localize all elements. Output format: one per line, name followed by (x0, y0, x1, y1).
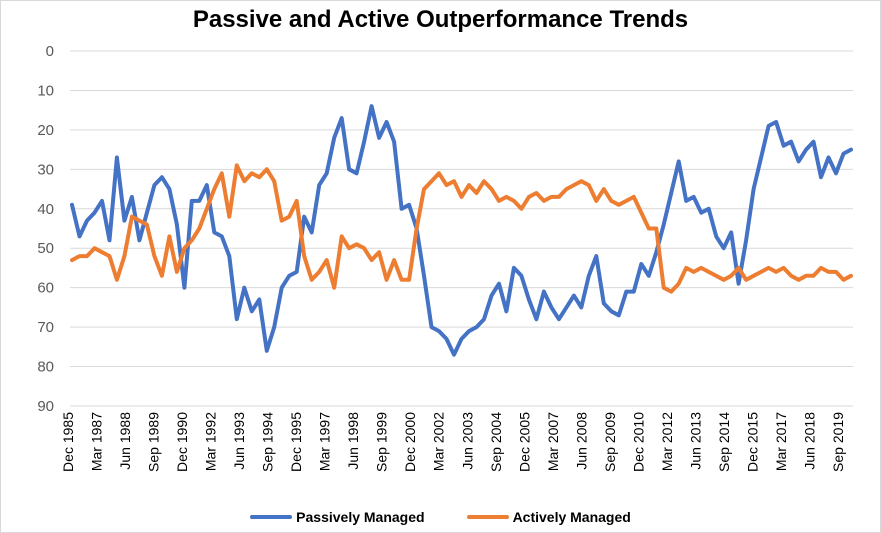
y-tick-label: 80 (37, 359, 54, 376)
x-tick-label: Jun 2013 (687, 412, 703, 470)
x-tick-label: Mar 1987 (89, 412, 105, 471)
legend-swatch-active (466, 515, 509, 519)
y-tick-label: 70 (37, 319, 54, 336)
x-tick-label: Sep 1989 (146, 412, 162, 472)
legend-label-passive: Passively Managed (296, 509, 425, 525)
x-tick-label: Mar 2017 (773, 412, 789, 471)
y-tick-label: 50 (37, 240, 54, 257)
x-tick-label: Dec 2005 (516, 412, 532, 472)
y-tick-label: 10 (37, 82, 54, 99)
x-tick-label: Jun 1988 (117, 412, 133, 470)
x-tick-label: Jun 2008 (573, 412, 589, 470)
x-tick-label: Jun 1998 (345, 412, 361, 470)
series-line-passive (70, 104, 853, 357)
gridlines (70, 50, 853, 407)
x-tick-label: Dec 2010 (630, 412, 646, 472)
legend-item-active: Actively Managed (466, 509, 631, 525)
x-tick-label: Dec 1985 (60, 412, 76, 472)
x-tick-label: Sep 2009 (602, 412, 618, 472)
y-tick-label: 90 (37, 398, 54, 415)
y-tick-label: 0 (46, 43, 54, 60)
x-tick-label: Jun 2018 (801, 412, 817, 470)
x-tick-label: Mar 2002 (431, 412, 447, 471)
x-tick-label: Sep 2019 (830, 412, 846, 472)
x-tick-label: Sep 2014 (716, 412, 732, 472)
x-tick-label: Sep 1999 (374, 412, 390, 472)
x-tick-label: Dec 2000 (402, 412, 418, 472)
y-tick-label: 60 (37, 280, 54, 297)
x-tick-label: Jun 2003 (459, 412, 475, 470)
legend: Passively Managed Actively Managed (0, 509, 881, 525)
x-tick-label: Mar 2007 (545, 412, 561, 471)
x-tick-label: Mar 2012 (659, 412, 675, 471)
x-tick-label: Mar 1992 (203, 412, 219, 471)
chart-title: Passive and Active Outperformance Trends (192, 6, 689, 33)
y-tick-label: 20 (37, 122, 54, 139)
x-tick-label: Sep 1994 (260, 412, 276, 472)
x-tick-label: Dec 1995 (288, 412, 304, 472)
legend-label-active: Actively Managed (512, 509, 631, 525)
y-axis-ticks: 0 10 20 30 40 50 60 70 80 90 (37, 43, 54, 415)
y-tick-label: 30 (37, 161, 54, 178)
x-tick-label: Jun 1993 (231, 412, 247, 470)
x-tick-label: Dec 2015 (744, 412, 760, 472)
x-tick-label: Sep 2004 (488, 412, 504, 472)
y-tick-label: 40 (37, 201, 54, 218)
x-axis-ticks: Dec 1985 Mar 1987 Jun 1988 Sep 1989 Dec 1990… (60, 412, 846, 472)
series-line-active (70, 163, 853, 294)
x-tick-label: Mar 1997 (317, 412, 333, 471)
legend-item-passive: Passively Managed (250, 509, 425, 525)
series-lines (70, 104, 853, 357)
x-tick-label: Dec 1990 (174, 412, 190, 472)
legend-swatch-passive (250, 515, 293, 519)
